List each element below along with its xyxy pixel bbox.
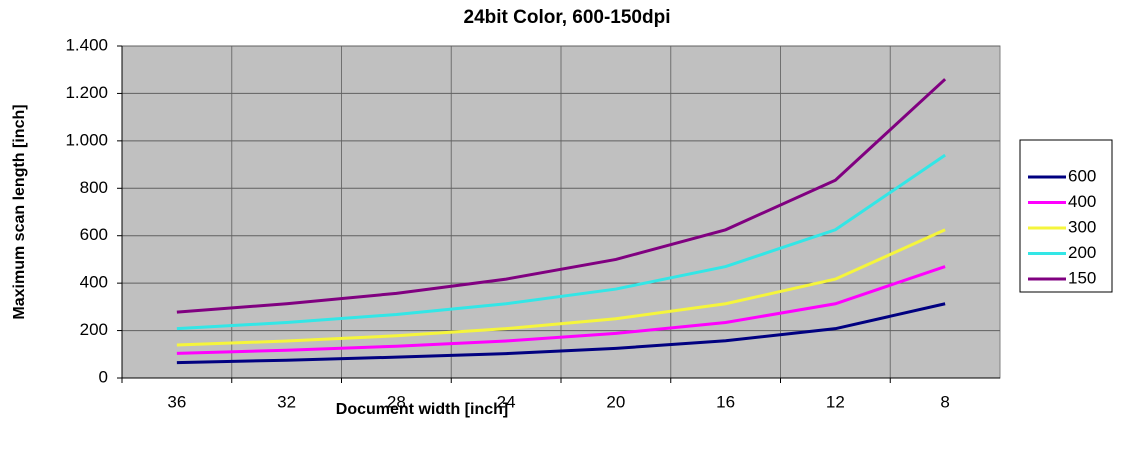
x-tick-label: 20 [606, 392, 625, 411]
legend-label: 400 [1068, 192, 1096, 211]
x-axis-title: Document width [inch] [336, 401, 508, 418]
legend-label: 600 [1068, 166, 1096, 185]
x-tick-label: 12 [826, 392, 845, 411]
series-line [176, 302, 946, 365]
series-line [176, 78, 947, 314]
chart-title: 24bit Color, 600-150dpi [464, 7, 671, 28]
legend-label: 200 [1068, 243, 1096, 262]
x-tick-label: 36 [167, 392, 186, 411]
x-tick-label: 28 [387, 392, 406, 411]
y-tick-label: 0 [99, 367, 108, 386]
y-tick-label: 200 [80, 320, 108, 339]
y-tick-label: 1.400 [65, 35, 108, 54]
y-tick-label: 1.200 [65, 83, 108, 102]
x-tick-label: 24 [497, 392, 516, 411]
y-tick-label: 600 [80, 225, 108, 244]
series-line [176, 228, 946, 347]
legend-box [1019, 139, 1113, 293]
series-line [176, 153, 946, 331]
legend-label: 300 [1068, 217, 1096, 236]
y-tick-label: 400 [80, 273, 108, 292]
x-tick-label: 8 [940, 392, 949, 411]
y-tick-label: 1.000 [65, 130, 108, 149]
y-axis-title: Maximum scan length [inch] [11, 104, 28, 319]
x-tick-label: 16 [716, 392, 735, 411]
legend-label: 150 [1068, 268, 1096, 287]
y-tick-label: 800 [80, 178, 108, 197]
x-tick-label: 32 [277, 392, 296, 411]
series-line [176, 265, 946, 355]
